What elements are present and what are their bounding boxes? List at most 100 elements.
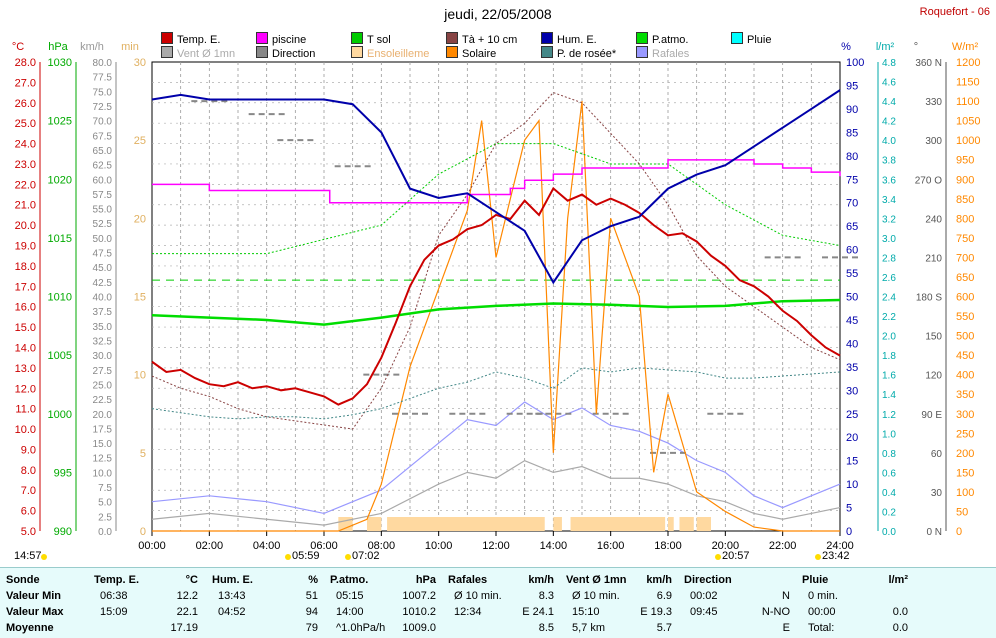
tick-kmh: 60.0 xyxy=(93,175,113,186)
tick-wm2: 200 xyxy=(956,448,974,460)
tick-pct: 50 xyxy=(846,292,858,304)
tick-x: 24:00 xyxy=(826,540,854,552)
tick-lm2: 2.4 xyxy=(882,293,896,304)
tick-temp: 20.0 xyxy=(15,220,36,232)
tick-temp: 14.0 xyxy=(15,342,36,354)
tick-deg: 150 xyxy=(925,332,942,343)
station-name: Roquefort - 06 xyxy=(919,6,990,18)
tick-pct: 90 xyxy=(846,104,858,116)
tick-kmh: 0.0 xyxy=(98,527,112,538)
tick-x: 14:00 xyxy=(540,540,568,552)
tick-pct: 80 xyxy=(846,151,858,163)
sunshine-bar xyxy=(668,517,674,531)
legend-item: Hum. E. xyxy=(541,32,597,46)
tick-min: 10 xyxy=(134,370,146,382)
tick-lm2: 4.4 xyxy=(882,97,896,108)
tick-kmh: 5.0 xyxy=(98,498,112,509)
tick-temp: 16.0 xyxy=(15,302,36,314)
legend-label: piscine xyxy=(272,34,307,46)
tick-x: 18:00 xyxy=(654,540,682,552)
tick-wm2: 450 xyxy=(956,350,974,362)
tick-kmh: 37.5 xyxy=(93,307,113,318)
legend-label: Temp. E. xyxy=(177,34,221,46)
tick-kmh: 50.0 xyxy=(93,234,113,245)
tick-temp: 25.0 xyxy=(15,118,36,130)
tick-kmh: 20.0 xyxy=(93,410,113,421)
tick-temp: 19.0 xyxy=(15,241,36,253)
footer-header-pluie: Pluie l/m² xyxy=(802,574,908,586)
tick-kmh: 15.0 xyxy=(93,439,113,450)
tick-wm2: 650 xyxy=(956,272,974,284)
tick-lm2: 2.0 xyxy=(882,332,896,343)
legend-label: Vent Ø 1mn xyxy=(177,48,236,60)
tick-lm2: 1.4 xyxy=(882,390,896,401)
series-hum-e xyxy=(151,89,841,285)
tick-temp: 27.0 xyxy=(15,77,36,89)
tick-hpa: 1010 xyxy=(48,292,72,304)
axis-unit-deg: ° xyxy=(914,41,918,53)
sunshine-bar xyxy=(387,517,545,531)
tick-x: 08:00 xyxy=(368,540,396,552)
footer-cell: Total: 0.0 xyxy=(808,622,908,634)
tick-temp: 24.0 xyxy=(15,139,36,151)
tick-hpa: 1025 xyxy=(48,116,72,128)
footer-cell: Ø 10 min. 8.3 xyxy=(454,590,554,602)
footer-cell: 09:45 N-NO xyxy=(690,606,790,618)
tick-x: 10:00 xyxy=(425,540,453,552)
tick-temp: 28.0 xyxy=(15,57,36,69)
legend-swatch xyxy=(541,46,553,58)
legend-item: Rafales xyxy=(636,46,689,60)
series-vent-1mn xyxy=(151,459,841,526)
footer-col-hum: Hum. E.% 13:43 51 04:52 94 79 xyxy=(212,572,318,636)
tick-x: 02:00 xyxy=(196,540,224,552)
legend-item: Direction xyxy=(256,46,315,60)
axis-unit-wm2: W/m² xyxy=(952,41,979,53)
tick-temp: 17.0 xyxy=(15,281,36,293)
tick-kmh: 57.5 xyxy=(93,190,113,201)
tick-kmh: 2.5 xyxy=(98,512,112,523)
footer-cell: 06:38 12.2 xyxy=(100,590,198,602)
tick-deg: 120 xyxy=(925,371,942,382)
legend-swatch xyxy=(256,46,268,58)
tick-temp: 23.0 xyxy=(15,159,36,171)
tick-kmh: 22.5 xyxy=(93,395,113,406)
tick-lm2: 2.8 xyxy=(882,253,896,264)
tick-wm2: 1100 xyxy=(956,96,980,108)
tick-hpa: 1030 xyxy=(48,57,72,69)
tick-lm2: 1.6 xyxy=(882,371,896,382)
footer-row-avg: Moyenne xyxy=(6,622,54,634)
footer-header-hum: Hum. E.% xyxy=(212,574,318,586)
footer-header-patmo: P.atmo. hPa xyxy=(330,574,436,586)
tick-x: 00:00 xyxy=(138,540,166,552)
tick-temp: 5.0 xyxy=(21,526,36,538)
footer-col-patmo: P.atmo. hPa 05:15 1007.2 14:00 1010.2 ^1.0hPa/… xyxy=(330,572,436,636)
footer-header-vent: Vent Ø 1mn km/h xyxy=(566,574,672,586)
tick-min: 25 xyxy=(134,135,146,147)
tick-kmh: 42.5 xyxy=(93,278,113,289)
tick-wm2: 600 xyxy=(956,292,974,304)
tick-wm2: 100 xyxy=(956,487,974,499)
sunshine-bar xyxy=(553,517,562,531)
tick-hpa: 1015 xyxy=(48,233,72,245)
footer-cell: 00:00 0.0 xyxy=(808,606,908,618)
legend-label: Rafales xyxy=(652,48,690,60)
footer-cell: 0 min. xyxy=(808,590,838,602)
series-solaire xyxy=(152,101,840,532)
legend-item: P. de rosée* xyxy=(541,46,616,60)
legend-swatch xyxy=(636,32,648,44)
tick-pct: 100 xyxy=(846,57,864,69)
footer-header-raf: Rafales km/h xyxy=(448,574,554,586)
footer-cell: 05:15 1007.2 xyxy=(336,590,436,602)
tick-pct: 10 xyxy=(846,479,858,491)
tick-lm2: 1.0 xyxy=(882,429,896,440)
legend-item: Solaire xyxy=(446,46,496,60)
tick-kmh: 72.5 xyxy=(93,102,113,113)
tick-temp: 7.0 xyxy=(21,485,36,497)
legend-swatch xyxy=(351,32,363,44)
axis-unit-lm2: l/m² xyxy=(876,41,895,53)
tick-deg: 180 S xyxy=(916,293,942,304)
tick-kmh: 47.5 xyxy=(93,249,113,260)
legend-item: Temp. E. xyxy=(161,32,220,46)
tick-pct: 30 xyxy=(846,385,858,397)
tick-pct: 45 xyxy=(846,315,858,327)
